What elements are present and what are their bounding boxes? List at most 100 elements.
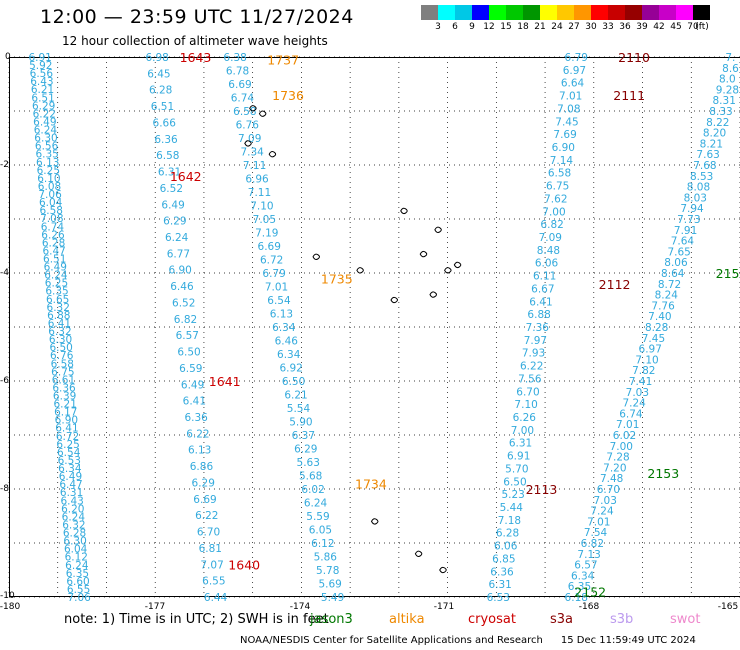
- legend-s3a: s3a: [550, 612, 574, 627]
- wave-height-value: 6.38: [223, 52, 246, 64]
- wave-height-value: 7.09: [238, 133, 261, 145]
- wave-height-value: 6.82: [540, 219, 563, 231]
- wave-height-value: 6.26: [513, 412, 537, 424]
- wave-height-value: 7.40: [648, 311, 671, 323]
- pass-time-label: 1734: [355, 477, 387, 492]
- wave-height-value: 6.51: [151, 101, 174, 113]
- wave-height-value: 6.24: [304, 498, 328, 510]
- wave-height-value: 7.64: [671, 236, 695, 248]
- wave-height-value: 6.50: [282, 376, 305, 388]
- colorbar-label: 45: [670, 22, 682, 32]
- wave-height-value: 6.70: [597, 484, 620, 496]
- island-outline: [268, 151, 277, 158]
- wave-height-value: 6.24: [34, 125, 58, 137]
- wave-height-value: 5.63: [297, 457, 320, 469]
- wave-height-value: 7.11: [243, 160, 266, 172]
- wave-height-value: 6.35: [66, 568, 89, 580]
- wave-height-value: 6.53: [487, 592, 510, 604]
- wave-height-value: 6.32: [62, 519, 85, 531]
- wave-height-value: 6.50: [503, 476, 526, 488]
- wave-height-value: 6.97: [563, 65, 586, 77]
- wave-height-value: 6.18: [565, 592, 588, 604]
- wave-height-value: 6.58: [40, 205, 63, 217]
- wave-height-value: 6.90: [168, 265, 191, 277]
- wave-height-value: 7.24: [590, 506, 614, 518]
- note-text: note: 1) Time is in UTC; 2) SWH is in fe…: [64, 612, 329, 627]
- wave-height-value: 7.03: [594, 495, 617, 507]
- colorbar-swatch: [676, 5, 693, 20]
- pass-time-label: 2111: [613, 88, 645, 103]
- wave-height-value: 6.86: [190, 461, 214, 473]
- wave-height-value: 7.06: [38, 189, 62, 201]
- wave-height-value: 8.48: [537, 245, 560, 257]
- wave-height-value: 7.08: [557, 103, 580, 115]
- wave-height-value: 6.69: [193, 494, 216, 506]
- wave-height-value: 5.78: [316, 565, 339, 577]
- wave-height-value: 6.43: [60, 495, 83, 507]
- wave-height-value: 7.00: [610, 441, 633, 453]
- island-outline: [439, 566, 447, 574]
- wave-height-value: 6.59: [179, 363, 202, 375]
- wave-height-value: 8.64: [661, 268, 685, 280]
- wave-height-value: 7.00: [542, 206, 565, 218]
- wave-height-value: 6.28: [63, 528, 86, 540]
- wave-height-value: 8.6: [722, 63, 739, 75]
- wave-height-value: 7.14: [550, 155, 574, 167]
- wave-height-value: 6.34: [272, 322, 296, 334]
- wave-height-value: 5.49: [321, 592, 344, 604]
- wave-height-value: 5.86: [314, 552, 338, 564]
- wave-height-value: 6.72: [260, 255, 283, 267]
- colorbar-swatch: [625, 5, 642, 20]
- colorbar-swatch: [693, 5, 710, 20]
- wave-height-value: 6.26: [41, 229, 65, 241]
- wave-height-value: 6.30: [63, 536, 86, 548]
- wave-height-value: 6.13: [270, 309, 293, 321]
- island-outline: [419, 250, 428, 258]
- colorbar-swatch: [438, 5, 455, 20]
- wave-height-value: 6.67: [531, 283, 554, 295]
- wave-height-value: 7.73: [677, 214, 700, 226]
- colorbar-label: 3: [435, 22, 441, 32]
- wave-height-value: 6.04: [64, 544, 88, 556]
- wave-height-value: 6.44: [204, 592, 228, 604]
- wave-height-value: 6.22: [33, 108, 56, 120]
- wave-height-value: 6.55: [67, 584, 90, 596]
- wave-height-value: 6.06: [494, 541, 518, 553]
- wave-height-value: 7.93: [522, 348, 545, 360]
- colorbar-label: 24: [551, 22, 563, 32]
- wave-height-value: 6.46: [275, 336, 299, 348]
- wave-height-value: 6.60: [66, 576, 89, 588]
- x-tick-label: -174: [289, 602, 311, 612]
- wave-height-value: 6.28: [149, 85, 172, 97]
- wave-height-value: 7.76: [651, 300, 675, 312]
- wave-height-value: 6.41: [48, 318, 71, 330]
- footer-timestamp: 15 Dec 11:59:49 UTC 2024: [560, 635, 696, 646]
- wave-height-value: 7.45: [642, 333, 665, 345]
- colorbar-label: 33: [602, 22, 614, 32]
- island-outline: [258, 110, 267, 117]
- footer-credit: NOAA/NESDIS Center for Satellite Applica…: [240, 635, 696, 646]
- wave-height-value: 7.09: [539, 232, 562, 244]
- pass-time-label: 1642: [170, 169, 202, 184]
- wave-height-value: 6.53: [58, 455, 81, 467]
- pass-time-label: 2154: [716, 266, 740, 281]
- wave-height-value: 7.54: [584, 527, 608, 539]
- wave-height-value: 6.28: [42, 237, 65, 249]
- y-tick-label: -4: [0, 268, 9, 278]
- wave-height-value: 6.32: [47, 302, 70, 314]
- wave-height-value: 6.08: [38, 181, 61, 193]
- x-tick-label: -177: [144, 602, 166, 612]
- wave-height-value: 8.72: [658, 279, 681, 291]
- wave-height-value: 7.00: [511, 425, 534, 437]
- wave-height-value: 7.82: [632, 365, 655, 377]
- island-outline: [312, 253, 321, 260]
- island-outline: [453, 261, 462, 269]
- wave-height-value: 6.24: [44, 270, 68, 282]
- wave-height-value: 5.69: [318, 579, 341, 591]
- wave-height-value: 6.31: [509, 438, 532, 450]
- wave-height-value: 8.06: [664, 257, 688, 269]
- colorbar-swatch: [608, 5, 625, 20]
- wave-height-value: 6.75: [546, 181, 569, 193]
- island-outline: [370, 518, 379, 525]
- wave-height-value: 5.68: [299, 471, 322, 483]
